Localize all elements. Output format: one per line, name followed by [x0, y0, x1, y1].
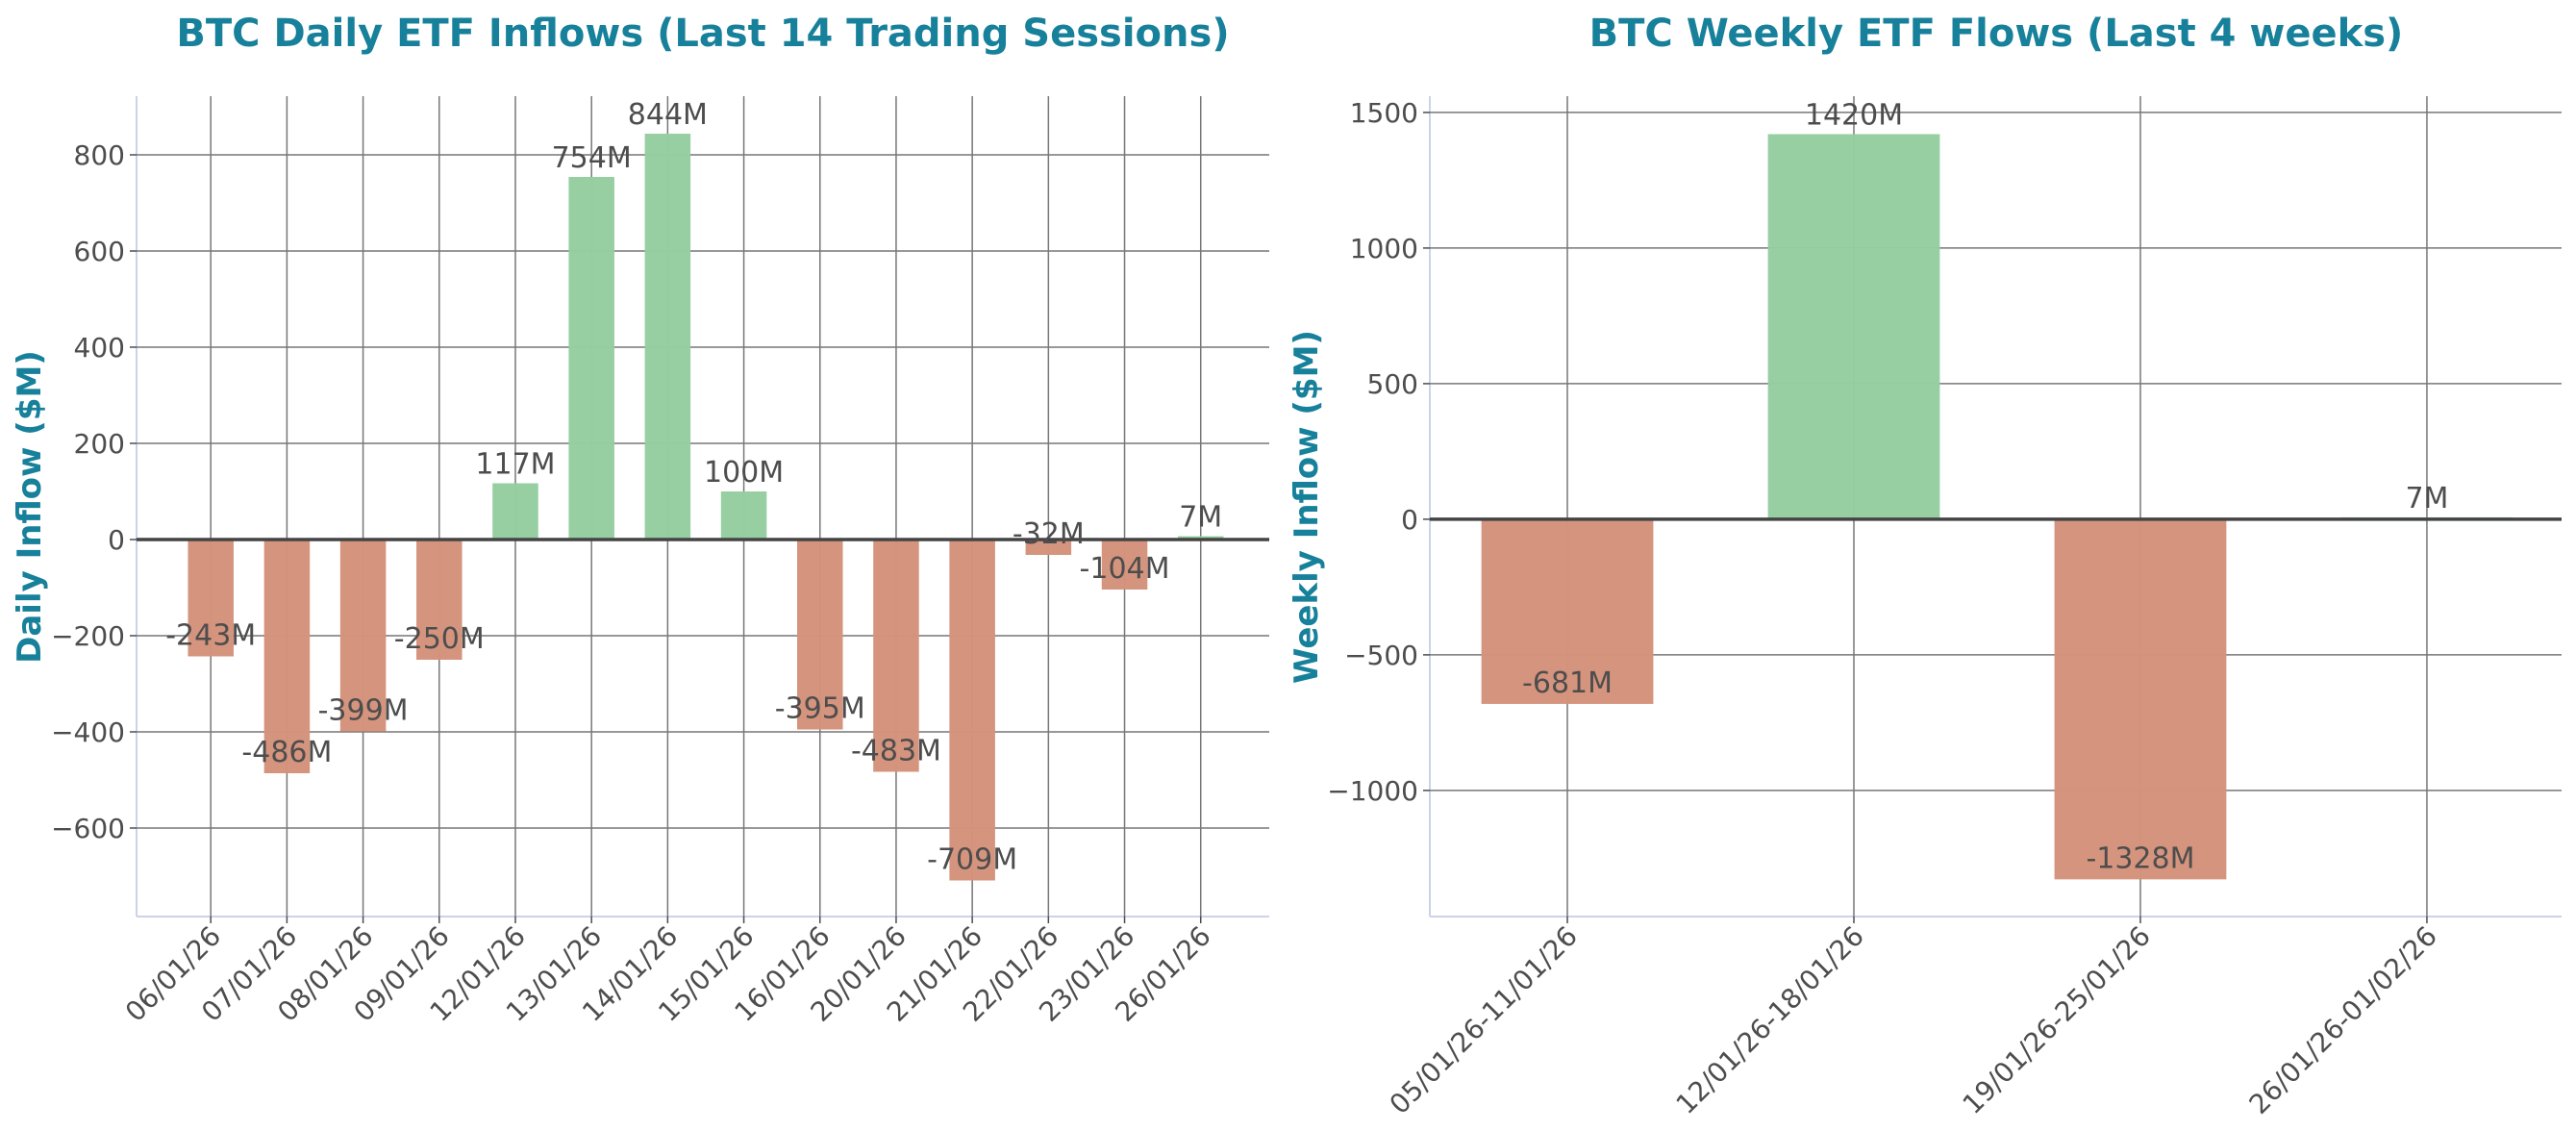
data-label: 7M [2405, 482, 2448, 515]
bar [797, 540, 843, 730]
bar [263, 540, 311, 773]
data-label: -243M [165, 619, 256, 653]
data-label: -395M [775, 692, 865, 726]
data-label: -399M [318, 694, 409, 728]
daily-chart-ylabel: Daily Inflow ($M) [11, 350, 49, 664]
bar [1025, 540, 1072, 555]
data-label: -709M [927, 843, 1017, 877]
y-tick-label: −400 [51, 716, 125, 748]
daily-chart-title: BTC Daily ETF Inflows (Last 14 Trading S… [176, 12, 1229, 56]
data-label: 844M [628, 98, 708, 132]
x-tick-label: 19/01/26-25/01/26 [1957, 920, 2157, 1120]
y-tick-label: 1500 [1350, 97, 1418, 129]
bar [492, 483, 538, 540]
data-label: 117M [475, 448, 555, 482]
data-label: 1420M [1805, 98, 1903, 132]
y-tick-label: 1000 [1350, 233, 1418, 264]
bar [2054, 518, 2227, 880]
bar [720, 491, 767, 540]
bar [1767, 134, 1940, 519]
data-label: -483M [851, 735, 941, 768]
x-tick-label: 05/01/26-11/01/26 [1384, 920, 1584, 1120]
data-label: -32M [1013, 517, 1085, 551]
y-tick-label: 500 [1367, 368, 1418, 400]
y-tick-label: −600 [51, 813, 125, 844]
data-label: -1328M [2086, 842, 2194, 875]
bar [1101, 540, 1148, 590]
y-tick-label: 200 [74, 428, 125, 460]
y-tick-label: 600 [74, 236, 125, 267]
data-label: -250M [394, 622, 485, 656]
bar [873, 540, 919, 772]
data-label: -486M [241, 736, 332, 769]
daily-inflows-chart: BTC Daily ETF Inflows (Last 14 Trading S… [11, 12, 1269, 1028]
weekly-chart-ylabel: Weekly Inflow ($M) [1288, 330, 1326, 684]
data-label: 100M [704, 456, 784, 490]
y-tick-label: 0 [108, 524, 125, 556]
y-tick-label: −200 [51, 620, 125, 652]
y-tick-label: 800 [74, 139, 125, 171]
bar [568, 177, 614, 540]
y-tick-label: 400 [74, 332, 125, 364]
bar [188, 540, 234, 657]
data-label: -681M [1522, 666, 1613, 700]
x-tick-label: 12/01/26-18/01/26 [1670, 920, 1870, 1120]
bar [339, 540, 387, 732]
y-tick-label: −1000 [1327, 775, 1418, 807]
bar [644, 134, 691, 540]
data-label: 754M [552, 141, 632, 175]
bar [416, 540, 463, 660]
data-label: -104M [1080, 552, 1170, 586]
x-tick-label: 26/01/26-01/02/26 [2243, 920, 2443, 1120]
weekly-flows-chart: BTC Weekly ETF Flows (Last 4 weeks) Week… [1288, 12, 2562, 1120]
y-tick-label: −500 [1344, 640, 1418, 671]
bar [949, 540, 995, 881]
y-tick-label: 0 [1401, 504, 1418, 536]
weekly-chart-title: BTC Weekly ETF Flows (Last 4 weeks) [1589, 12, 2404, 56]
data-label: 7M [1179, 501, 1222, 535]
bar [1481, 518, 1654, 704]
